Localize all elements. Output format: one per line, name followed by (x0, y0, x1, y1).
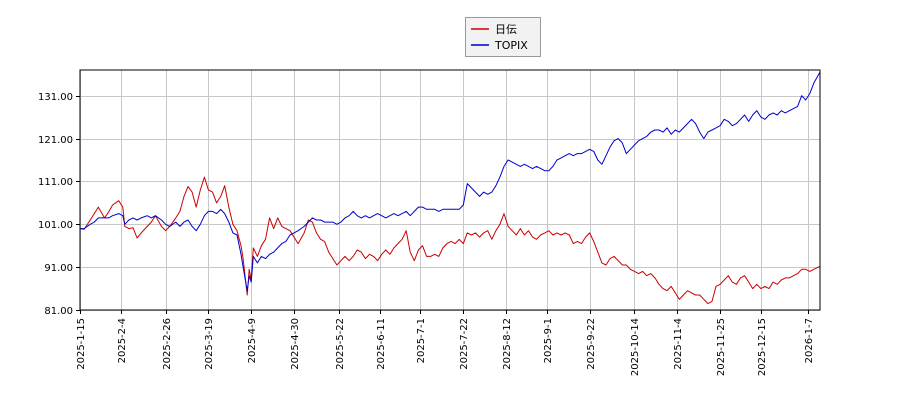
x-tick-label: 2025-4-9 (247, 318, 258, 363)
x-tick-label: 2025-7-22 (459, 318, 470, 370)
series-line-topix (80, 71, 821, 292)
x-tick-label: 2025-4-30 (290, 318, 301, 370)
x-tick-label: 2025-8-12 (502, 318, 513, 370)
x-tick-label: 2025-6-11 (376, 318, 387, 370)
legend-label: 日伝 (495, 23, 517, 36)
x-tick-label: 2025-3-19 (204, 318, 215, 370)
x-tick-label: 2025-5-22 (335, 318, 346, 370)
x-tick-label: 2025-11-25 (716, 318, 727, 376)
x-tick-label: 2025-12-15 (757, 318, 768, 376)
x-tick-label: 2025-2-4 (117, 318, 128, 363)
y-tick-label: 111.00 (38, 177, 73, 188)
x-tick-label: 2025-7-1 (416, 318, 427, 363)
series-line-nichiden (79, 176, 821, 305)
legend-box (465, 17, 541, 57)
y-tick-label: 101.00 (38, 220, 73, 231)
x-tick-label: 2025-9-22 (586, 318, 597, 370)
y-tick-label: 131.00 (38, 92, 73, 103)
x-tick-label: 2025-9-1 (543, 318, 554, 363)
plot-frame (79, 69, 821, 311)
x-tick-label: 2025-2-26 (162, 318, 173, 370)
x-axis: 2025-1-15 2025-2-4 2025-2-26 2025-3-19 2025-… (76, 310, 815, 376)
y-tick-label: 81.00 (44, 306, 73, 317)
x-tick-label: 2025-10-14 (630, 318, 641, 376)
series-lines (79, 71, 821, 305)
x-tick-label: 2025-11-4 (673, 318, 684, 370)
y-tick-label: 91.00 (44, 263, 73, 274)
x-tick-label: 2026-1-7 (804, 318, 815, 363)
x-tick-label: 2025-1-15 (76, 318, 87, 370)
legend-label: TOPIX (494, 39, 528, 52)
grid (80, 70, 820, 311)
y-axis: 81.00 91.00 101.00 111.00 121.00 131.00 (38, 92, 80, 317)
y-tick-label: 121.00 (38, 135, 73, 146)
legend: 日伝 TOPIX (465, 17, 541, 57)
